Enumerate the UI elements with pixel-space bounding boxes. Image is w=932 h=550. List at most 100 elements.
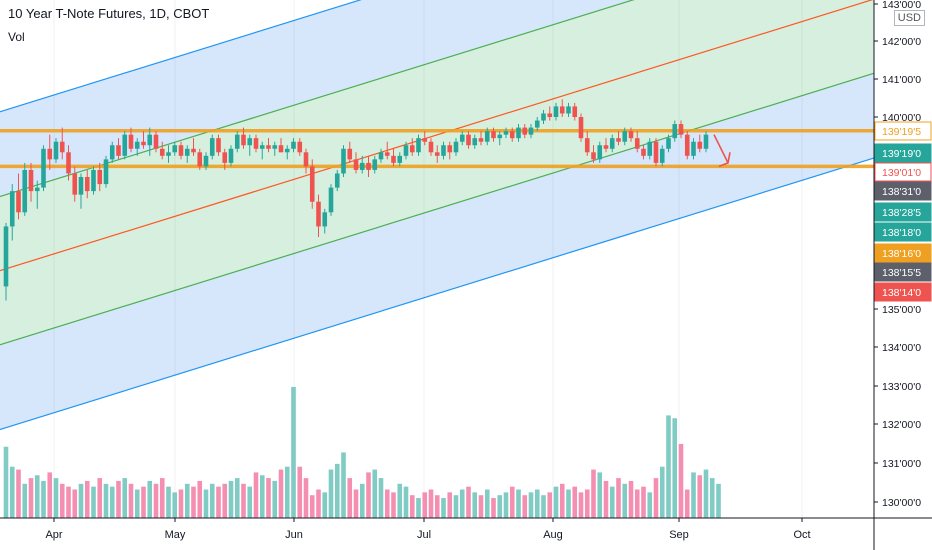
currency-badge[interactable]: USD: [893, 10, 925, 26]
price-badge[interactable]: [874, 121, 932, 141]
candle-body: [278, 145, 284, 153]
volume-bar: [103, 483, 109, 518]
candle-body: [516, 127, 521, 139]
candle-body: [272, 145, 278, 149]
y-tick-label: 134'00'0: [882, 342, 921, 354]
candle-body: [591, 152, 596, 160]
candle-body: [341, 148, 346, 174]
price-badge-label[interactable]: 139'19'0: [882, 148, 921, 160]
volume-bar: [266, 478, 271, 518]
candle-body: [697, 141, 703, 149]
volume-bar: [384, 489, 390, 518]
candle-body: [484, 131, 490, 142]
candle-body: [459, 134, 465, 142]
volume-bar: [578, 492, 584, 518]
volume-bar: [709, 478, 715, 518]
arrow-head: [718, 152, 731, 168]
volume-bar: [141, 486, 146, 518]
volume-bar: [184, 483, 190, 518]
price-badge-label[interactable]: 139'19'5: [882, 126, 921, 138]
candle-body: [409, 145, 415, 153]
price-badge-label[interactable]: 138'18'0: [882, 227, 921, 239]
price-badge[interactable]: [874, 243, 932, 263]
volume-bar: [353, 489, 359, 518]
pitchfork-channel[interactable]: [0, 0, 932, 442]
x-tick-label: Apr: [45, 529, 62, 541]
volume-bar: [259, 475, 265, 518]
inner-upper-line[interactable]: [0, 0, 932, 209]
volume-bar: [334, 463, 340, 518]
price-badge-label[interactable]: 138'31'0: [882, 186, 921, 198]
candle-body: [153, 134, 159, 149]
candle-body: [609, 138, 615, 149]
outer-upper-line[interactable]: [0, 0, 932, 124]
volume-bar: [203, 489, 209, 518]
volume-bar: [178, 489, 184, 518]
volume-bar: [209, 483, 215, 518]
volume-bar: [41, 480, 46, 518]
candle-body: [397, 155, 403, 163]
candle-body: [122, 134, 128, 156]
volume-bar: [566, 489, 571, 518]
candle-body: [241, 134, 246, 146]
volume-bar: [528, 492, 534, 518]
volume-bar: [84, 480, 90, 518]
candle-body: [316, 201, 321, 227]
volume-bar: [622, 483, 628, 518]
candle-body: [597, 145, 603, 160]
candle-body: [616, 138, 621, 142]
candle-body: [528, 127, 534, 135]
price-badge-label[interactable]: 138'14'0: [882, 287, 921, 299]
candle-body: [3, 226, 9, 287]
median-line[interactable]: [0, 0, 932, 283]
candle-body: [328, 187, 334, 213]
candle-body: [72, 173, 78, 195]
inner-lower-line[interactable]: [0, 47, 932, 358]
symbol-title[interactable]: 10 Year T-Note Futures, 1D, CBOT: [8, 6, 210, 21]
volume-bar: [641, 486, 646, 518]
price-badge[interactable]: [874, 143, 932, 163]
price-badge[interactable]: [874, 262, 932, 282]
price-badge[interactable]: [874, 181, 932, 201]
volume-bar: [553, 486, 559, 518]
volume-bar: [3, 446, 9, 518]
candle-body: [291, 141, 296, 149]
candle-body: [378, 152, 384, 160]
outer-lower-line[interactable]: [0, 131, 932, 442]
price-badge[interactable]: [874, 202, 932, 222]
y-tick-label: 132'00'0: [882, 419, 921, 431]
volume-bar: [53, 478, 59, 518]
horizontal-levels[interactable]: [0, 129, 874, 169]
volume-bar: [241, 483, 246, 518]
price-badge-label[interactable]: 138'28'5: [882, 207, 921, 219]
volume-bar: [59, 483, 65, 518]
volume-bar: [366, 472, 371, 518]
price-badge[interactable]: [874, 162, 932, 182]
volume-bar: [441, 498, 446, 518]
price-badge-label[interactable]: 138'15'5: [882, 267, 921, 279]
candle-body: [216, 138, 221, 153]
volume-bar: [322, 492, 328, 518]
down-arrow-annotation[interactable]: [713, 134, 731, 168]
candle-body: [547, 113, 553, 117]
y-tick-label: 143'00'0: [882, 0, 921, 11]
candle-body: [647, 141, 653, 156]
candle-body: [247, 138, 253, 146]
volume-indicator-label[interactable]: Vol: [8, 30, 25, 44]
candle-body: [147, 134, 153, 146]
volume-bar: [197, 480, 203, 518]
volume-bar: [684, 489, 690, 518]
price-badge[interactable]: [874, 222, 932, 242]
volume-bar: [291, 386, 296, 518]
volume-bar: [628, 480, 634, 518]
candle-body: [203, 155, 209, 167]
candle-body: [41, 148, 46, 188]
volume-bar: [397, 483, 403, 518]
price-badge[interactable]: [874, 282, 932, 302]
price-badge-label[interactable]: 138'16'0: [882, 248, 921, 260]
candle-body: [666, 138, 671, 149]
volume-bar: [247, 486, 253, 518]
price-badge-label[interactable]: 139'01'0: [882, 167, 921, 179]
